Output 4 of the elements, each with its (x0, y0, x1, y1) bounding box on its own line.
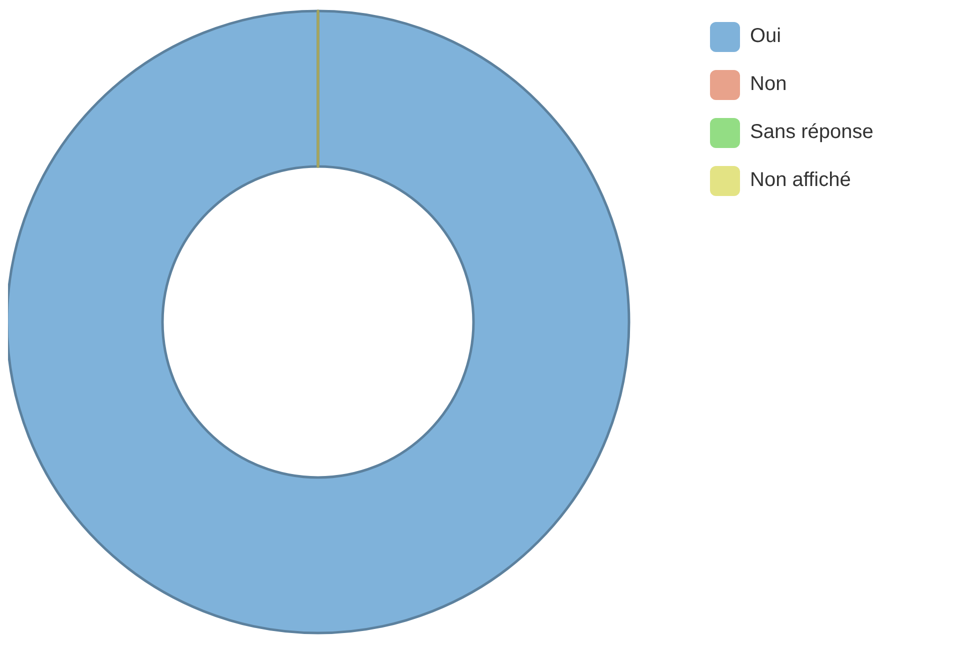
legend-label: Oui (750, 25, 782, 47)
legend-label: Non affiché (750, 169, 851, 191)
legend-label: Non (750, 73, 787, 95)
legend-label: Sans réponse (750, 121, 874, 143)
